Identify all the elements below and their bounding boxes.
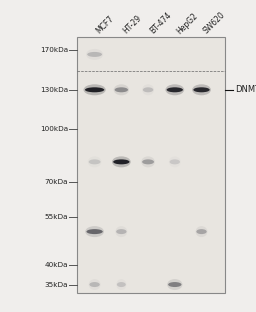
Ellipse shape [142,159,154,164]
Text: 130kDa: 130kDa [40,87,68,93]
Text: HepG2: HepG2 [175,11,199,36]
Ellipse shape [87,52,102,57]
Ellipse shape [143,87,153,92]
Ellipse shape [165,84,184,95]
Ellipse shape [167,279,183,290]
Ellipse shape [87,229,103,234]
Ellipse shape [170,159,180,164]
Text: DNMT3A: DNMT3A [236,85,256,94]
Ellipse shape [141,156,155,167]
Text: HT-29: HT-29 [121,14,143,36]
Ellipse shape [86,49,103,60]
Ellipse shape [196,229,207,234]
Text: 70kDa: 70kDa [44,179,68,185]
Ellipse shape [142,84,154,95]
Ellipse shape [193,87,210,92]
Ellipse shape [89,159,101,164]
Text: 100kDa: 100kDa [40,126,68,132]
Ellipse shape [196,226,208,237]
Ellipse shape [116,279,126,290]
Ellipse shape [88,156,101,167]
Ellipse shape [115,226,127,237]
Text: SW620: SW620 [201,11,227,36]
Text: 170kDa: 170kDa [40,47,68,53]
Text: 55kDa: 55kDa [44,214,68,221]
Ellipse shape [85,226,104,237]
Ellipse shape [89,282,100,287]
Text: MCF7: MCF7 [95,15,116,36]
Ellipse shape [83,84,106,95]
Ellipse shape [116,229,126,234]
Ellipse shape [113,159,130,164]
Ellipse shape [114,84,129,95]
Ellipse shape [85,87,104,92]
Ellipse shape [192,84,211,95]
Text: 35kDa: 35kDa [44,281,68,288]
Text: 40kDa: 40kDa [44,262,68,268]
Ellipse shape [117,282,126,287]
Ellipse shape [89,279,101,290]
Ellipse shape [115,87,128,92]
Ellipse shape [112,156,131,167]
Ellipse shape [168,282,182,287]
Ellipse shape [167,87,183,92]
Bar [77,37,225,293]
Text: BT-474: BT-474 [148,11,173,36]
